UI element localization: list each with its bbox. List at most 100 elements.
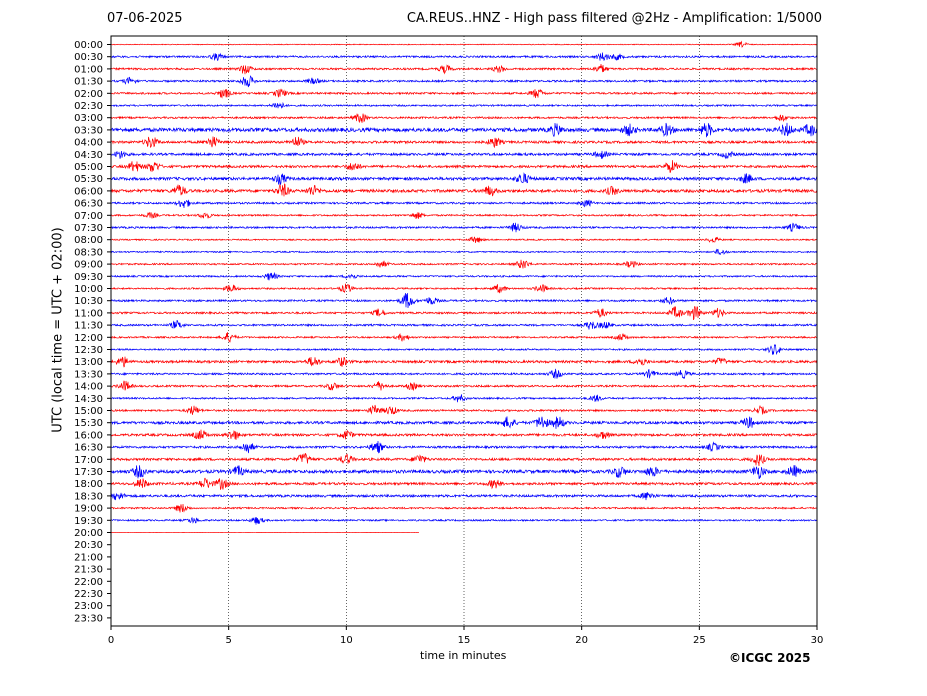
seismic-trace-0800: [110, 236, 818, 244]
seismic-trace-0330: [110, 122, 818, 138]
y-tick-label-0900: 09:00: [74, 260, 103, 271]
date-label: 07-06-2025: [107, 11, 183, 26]
y-tick-label-1100: 11:00: [74, 308, 103, 319]
y-tick-label-1400: 14:00: [74, 382, 103, 393]
seismic-trace-1830: [110, 492, 818, 501]
seismic-trace-0200: [110, 88, 818, 99]
y-tick-label-1800: 18:00: [74, 479, 103, 490]
y-tick-label-0130: 01:30: [74, 77, 103, 88]
seismic-trace-0830: [110, 248, 818, 255]
y-tick-label-2130: 21:30: [74, 565, 103, 576]
x-tick-label-25: 25: [693, 635, 706, 646]
seismic-trace-0600: [110, 183, 818, 197]
y-tick-label-2200: 22:00: [74, 577, 103, 588]
seismic-trace-0130: [110, 75, 818, 88]
y-tick-label-1730: 17:30: [74, 467, 103, 478]
y-tick-label-1430: 14:30: [74, 394, 103, 405]
seismic-trace-1230: [110, 344, 818, 356]
seismic-trace-1130: [110, 319, 818, 330]
seismic-trace-1330: [110, 368, 818, 380]
x-tick-label-15: 15: [458, 635, 471, 646]
seismic-trace-1530: [110, 416, 818, 429]
plot-frame: [110, 35, 818, 627]
x-tick-label-30: 30: [811, 635, 824, 646]
y-tick-label-0800: 08:00: [74, 235, 103, 246]
y-tick-label-2230: 22:30: [74, 589, 103, 600]
seismic-trace-0030: [110, 52, 818, 62]
seismic-trace-1430: [110, 394, 818, 403]
y-tick-label-0830: 08:30: [74, 247, 103, 258]
seismic-trace-1100: [110, 306, 818, 321]
seismic-trace-1500: [110, 404, 818, 415]
y-tick-label-1230: 12:30: [74, 345, 103, 356]
y-tick-label-0600: 06:00: [74, 186, 103, 197]
y-tick-label-0230: 02:30: [74, 101, 103, 112]
y-tick-label-0730: 07:30: [74, 223, 103, 234]
y-tick-label-0700: 07:00: [74, 211, 103, 222]
x-tick-label-10: 10: [340, 635, 353, 646]
y-tick-label-0400: 04:00: [74, 138, 103, 149]
y-tick-label-1930: 19:30: [74, 516, 103, 527]
y-tick-label-0330: 03:30: [74, 125, 103, 136]
y-tick-label-2030: 20:30: [74, 540, 103, 551]
y-tick-label-0000: 00:00: [74, 40, 103, 51]
seismic-trace-0400: [110, 136, 818, 149]
y-tick-label-0530: 05:30: [74, 174, 103, 185]
y-tick-label-1300: 13:00: [74, 357, 103, 368]
copyright-credit: ©ICGC 2025: [729, 651, 811, 665]
seismic-trace-1300: [110, 356, 818, 368]
trace-layer: [110, 40, 818, 534]
y-tick-label-1000: 10:00: [74, 284, 103, 295]
seismic-trace-1730: [110, 465, 818, 479]
y-tick-label-1030: 10:30: [74, 296, 103, 307]
y-tick-label-0930: 09:30: [74, 272, 103, 283]
seismic-trace-0100: [110, 63, 818, 75]
seismic-trace-0730: [110, 222, 818, 233]
y-tick-label-1530: 15:30: [74, 418, 103, 429]
y-tick-label-0100: 01:00: [74, 64, 103, 75]
y-tick-label-1900: 19:00: [74, 504, 103, 515]
seismic-trace-0300: [110, 113, 818, 124]
y-tick-label-1700: 17:00: [74, 455, 103, 466]
y-tick-label-0300: 03:00: [74, 113, 103, 124]
x-tick-label-5: 5: [225, 635, 231, 646]
seismic-trace-1030: [110, 292, 818, 309]
seismic-trace-0930: [110, 271, 818, 281]
x-axis-label: time in minutes: [420, 649, 507, 662]
y-tick-label-0500: 05:00: [74, 162, 103, 173]
y-tick-label-0200: 02:00: [74, 89, 103, 100]
y-tick-label-1600: 16:00: [74, 430, 103, 441]
seismic-trace-1600: [110, 429, 818, 440]
seismic-trace-0430: [110, 150, 818, 160]
seismic-trace-1700: [110, 453, 818, 466]
seismic-trace-0500: [110, 160, 818, 173]
y-tick-label-1500: 15:00: [74, 406, 103, 417]
y-tick-label-2100: 21:00: [74, 552, 103, 563]
seismic-trace-1930: [110, 516, 818, 525]
seismic-trace-0230: [110, 101, 818, 109]
y-tick-label-1830: 18:30: [74, 491, 103, 502]
grid-layer: [228, 36, 700, 626]
seismic-trace-0700: [110, 211, 818, 219]
y-tick-label-2330: 23:30: [74, 613, 103, 624]
y-tick-label-0430: 04:30: [74, 150, 103, 161]
y-tick-label-0030: 00:30: [74, 52, 103, 63]
seismic-trace-0630: [110, 199, 818, 209]
y-tick-label-1630: 16:30: [74, 443, 103, 454]
chart-title: CA.REUS..HNZ - High pass filtered @2Hz -…: [406, 11, 822, 26]
seismic-trace-0900: [110, 259, 818, 269]
seismic-trace-1000: [110, 283, 818, 294]
seismic-trace-0530: [110, 172, 818, 185]
x-tick-label-0: 0: [108, 635, 114, 646]
y-tick-label-2000: 20:00: [74, 528, 103, 539]
y-tick-label-1330: 13:30: [74, 369, 103, 380]
y-tick-label-1200: 12:00: [74, 333, 103, 344]
y-tick-label-1130: 11:30: [74, 321, 103, 332]
seismic-trace-1900: [110, 504, 818, 513]
y-tick-label-2300: 23:00: [74, 601, 103, 612]
seismic-trace-0000: [110, 40, 818, 48]
seismic-trace-1400: [110, 380, 818, 392]
y-axis-label: UTC (local time = UTC + 02:00): [50, 227, 66, 433]
